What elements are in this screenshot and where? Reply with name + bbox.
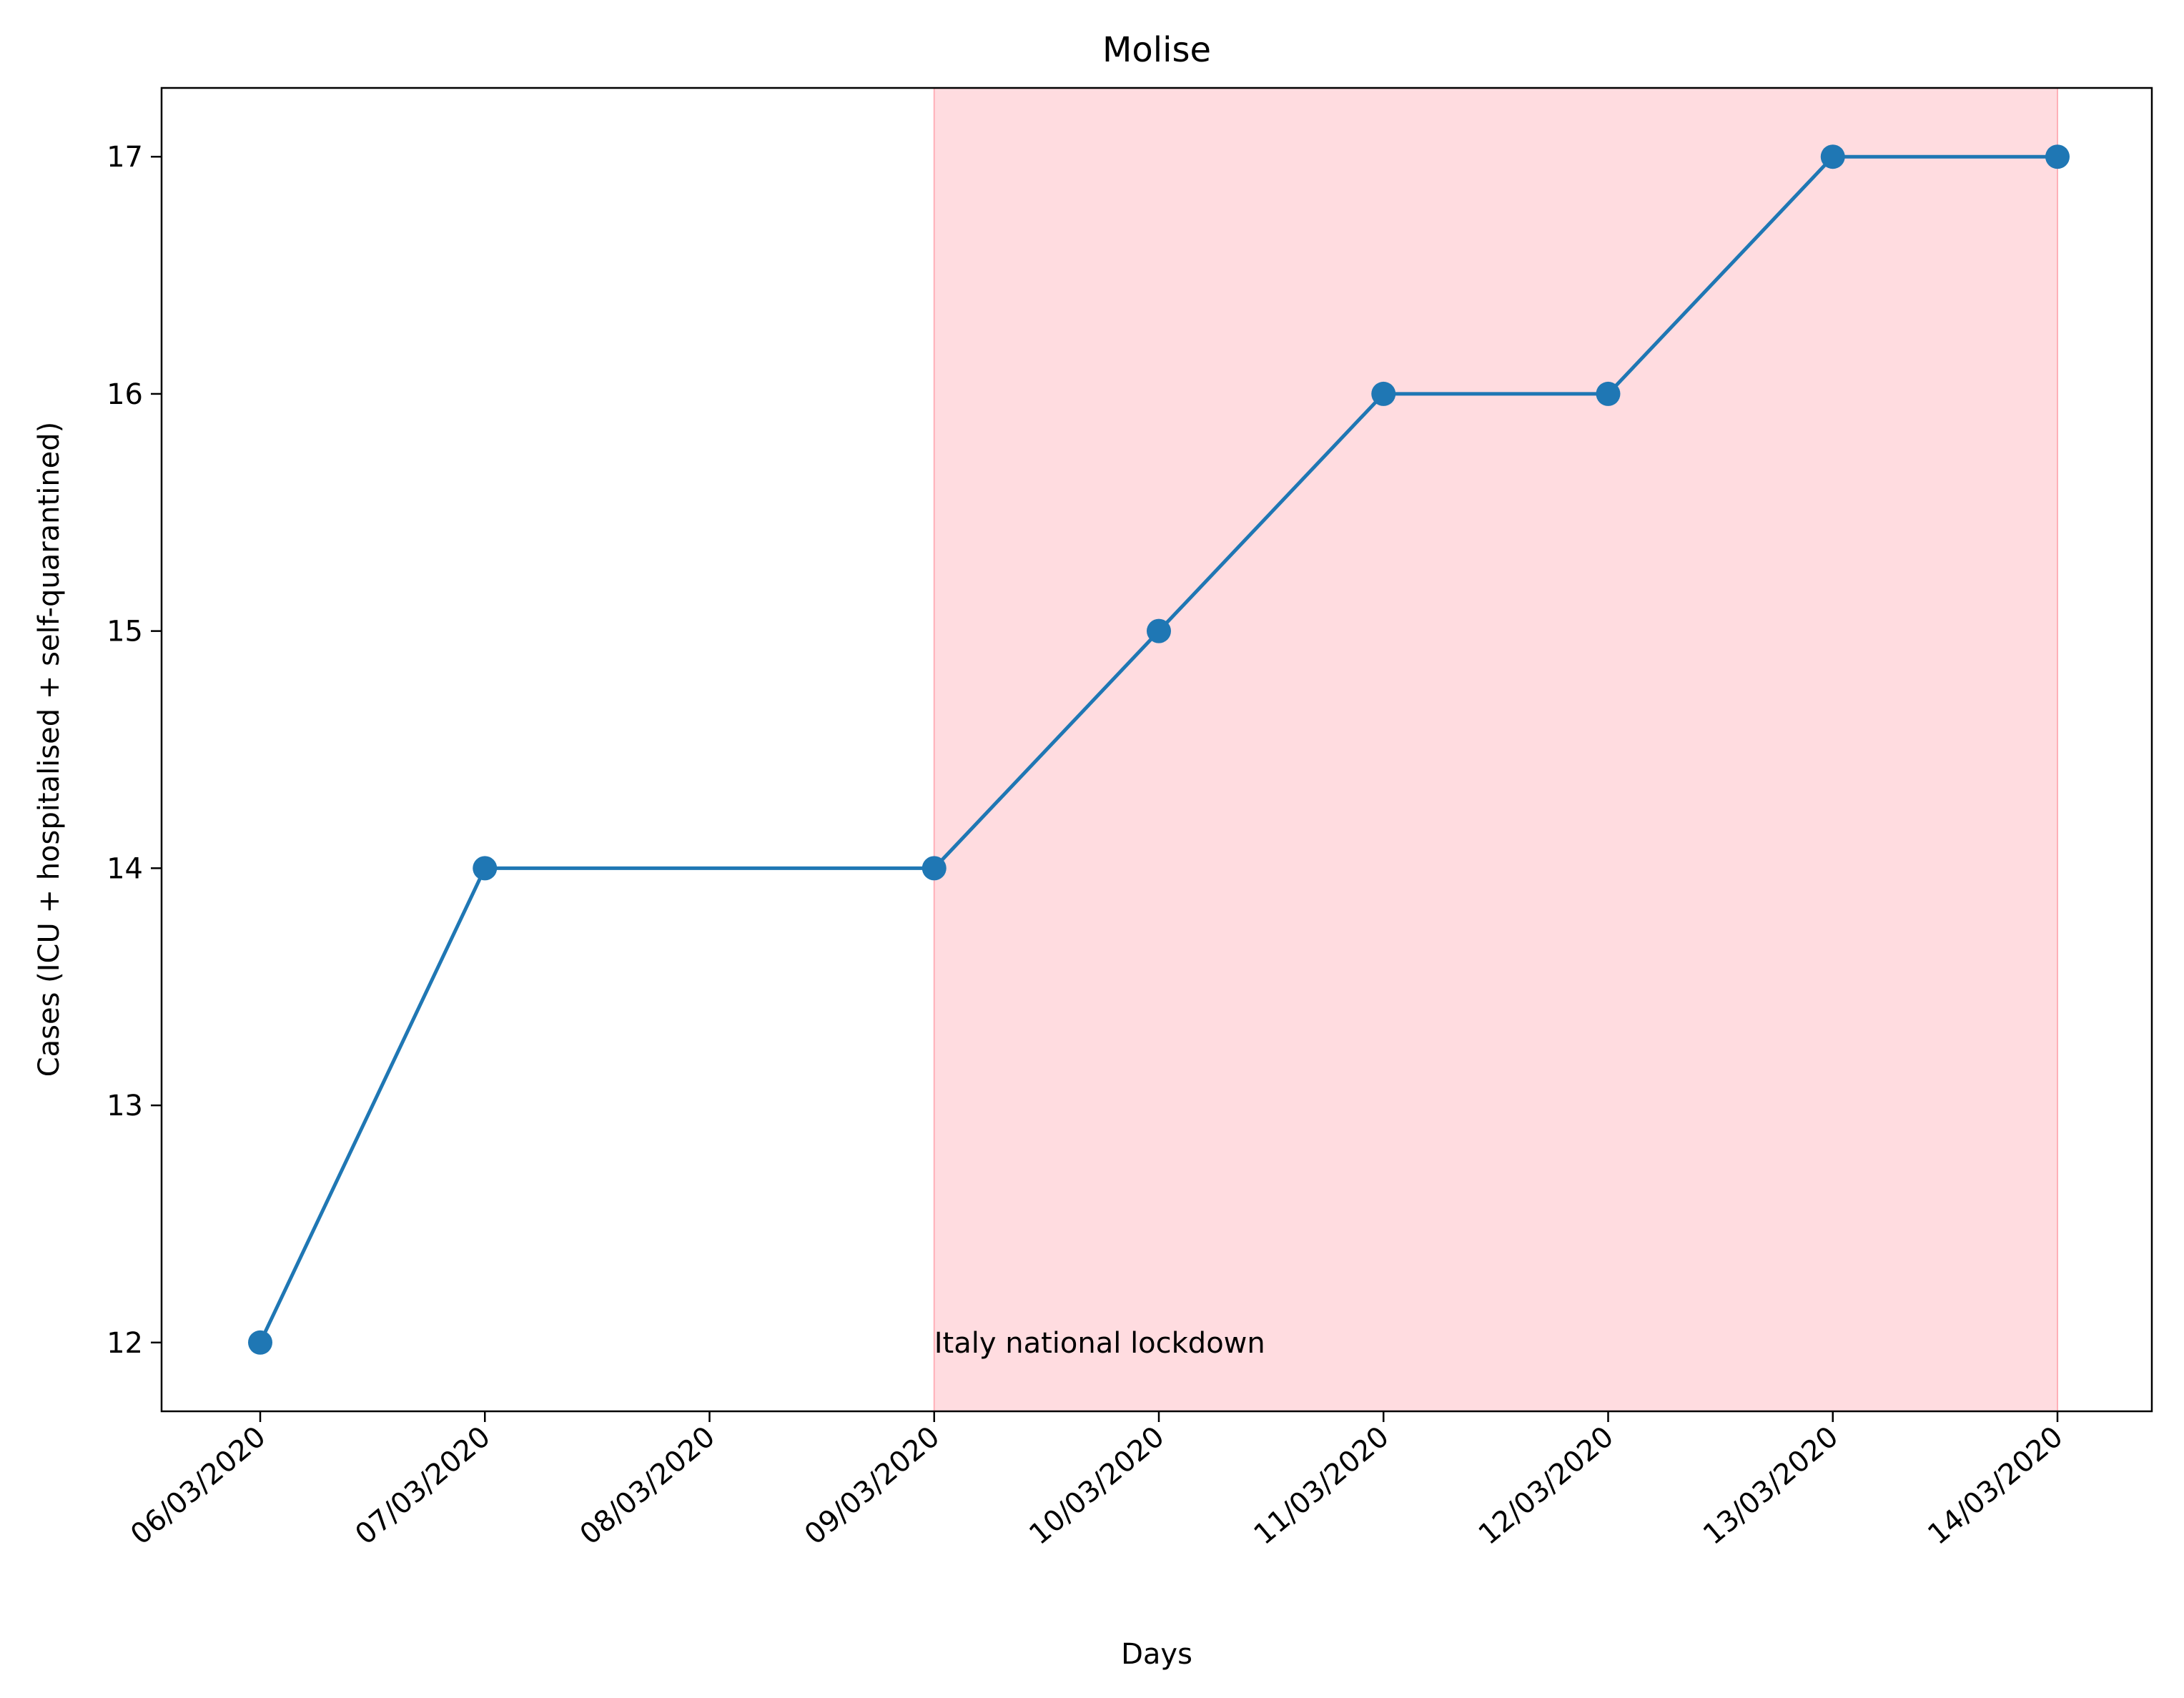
data-point bbox=[921, 856, 947, 881]
y-tick-label: 15 bbox=[107, 616, 143, 648]
series-line bbox=[258, 154, 2057, 1343]
x-tick-label: 13/03/2020 bbox=[1697, 1420, 1844, 1551]
x-tick-label: 11/03/2020 bbox=[1248, 1420, 1395, 1551]
y-tick-label: 17 bbox=[107, 141, 143, 174]
data-point bbox=[248, 1330, 272, 1355]
y-tick-label: 13 bbox=[107, 1090, 143, 1122]
y-tick-label: 14 bbox=[107, 852, 143, 885]
x-tick-label: 07/03/2020 bbox=[350, 1420, 497, 1551]
x-tick-label: 08/03/2020 bbox=[574, 1420, 721, 1551]
x-tick-label: 09/03/2020 bbox=[799, 1420, 946, 1551]
data-point bbox=[1371, 381, 1396, 406]
y-tick-label: 12 bbox=[107, 1327, 143, 1360]
data-point bbox=[1820, 144, 1845, 169]
x-tick-label: 10/03/2020 bbox=[1023, 1420, 1170, 1551]
x-tick-label: 14/03/2020 bbox=[1922, 1420, 2069, 1551]
data-point bbox=[473, 856, 498, 881]
plot-area-frame bbox=[160, 87, 2153, 1413]
lockdown-region bbox=[933, 87, 2058, 1412]
data-point bbox=[1147, 618, 1171, 643]
y-axis-title: Cases (ICU + hospitalised + self-quarant… bbox=[33, 422, 66, 1077]
data-point bbox=[1596, 381, 1621, 406]
y-tick-label: 16 bbox=[107, 378, 143, 411]
chart-title: Molise bbox=[1102, 30, 1211, 70]
data-point bbox=[2045, 144, 2070, 169]
x-tick-label: 06/03/2020 bbox=[124, 1420, 272, 1551]
lockdown-annotation: Italy national lockdown bbox=[934, 1327, 1265, 1360]
x-tick-label: 12/03/2020 bbox=[1473, 1420, 1620, 1551]
x-axis-title: Days bbox=[1121, 1638, 1192, 1671]
